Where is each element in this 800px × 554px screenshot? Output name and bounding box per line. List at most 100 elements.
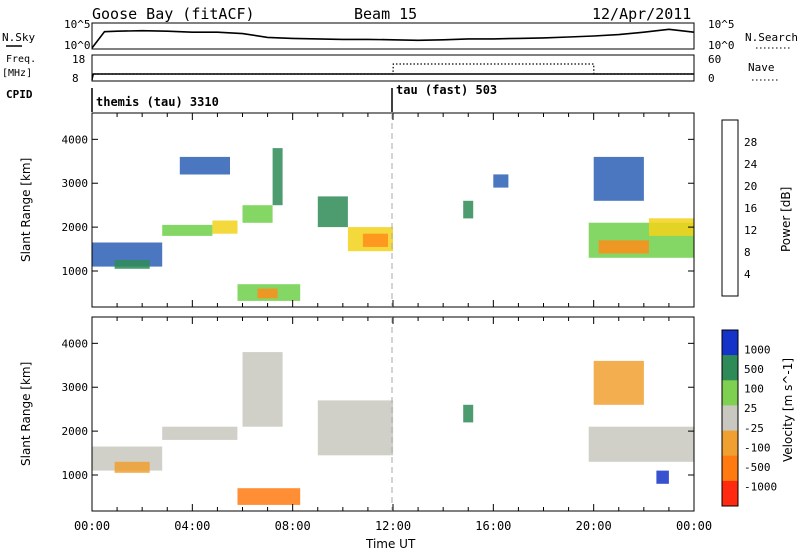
vel-cells-region-1 — [114, 461, 150, 473]
time-tick-label-2: 08:00 — [275, 519, 311, 533]
power-yticks-label-3: 4000 — [62, 133, 89, 146]
power-range-axis-title: Slant Range [km] — [19, 158, 33, 262]
vel-cells-region-8 — [593, 360, 644, 405]
power-cells-region-17 — [593, 156, 644, 201]
time-tick-label-1: 04:00 — [174, 519, 210, 533]
vel-cells-region-7 — [588, 426, 694, 462]
velocity-colorbar-title: Velocity [m s^-1] — [781, 358, 795, 462]
vel-cb-label-3: 25 — [744, 402, 757, 415]
power-cb-ticks-label-2: 12 — [744, 224, 757, 237]
vel-cb-swatch-0 — [722, 330, 738, 356]
time-axis-title: Time UT — [365, 537, 416, 551]
power-cells-region-4 — [242, 205, 273, 223]
power-range-ticks: 1000 2000 3000 4000 — [62, 133, 694, 278]
power-cb-ticks-label-3: 16 — [744, 202, 757, 215]
program-label-2: tau (fast) 503 — [396, 83, 497, 97]
power-cells-region-15 — [598, 240, 649, 254]
power-colorbar: 4 8 12 16 20 24 28 Power [dB] — [721, 119, 793, 297]
power-cb-ticks-label-0: 4 — [744, 268, 751, 281]
power-cb-ticks-label-6: 28 — [744, 136, 757, 149]
vel-yticks-label-2: 3000 — [62, 381, 89, 394]
velocity-colorbar-swatches — [722, 330, 738, 507]
power-time-ticks — [91, 113, 695, 307]
nsearch-tick-top: 10^5 — [708, 18, 735, 31]
freq-tick-bottom: 8 — [72, 72, 79, 85]
nsky-tick-top: 10^5 — [64, 18, 91, 31]
velocity-panel: 1000 2000 3000 4000 Slant Range [km] — [19, 316, 695, 512]
power-cells-region-12 — [463, 200, 474, 219]
vel-cb-label-5: -100 — [744, 441, 771, 454]
vel-cb-swatch-5 — [722, 455, 738, 482]
vel-cb-label-2: 100 — [744, 383, 764, 396]
vel-cb-swatch-3 — [722, 405, 738, 431]
power-cells-region-5 — [272, 148, 283, 206]
power-cells-region-13 — [493, 174, 509, 188]
freq-label: Freq. — [6, 54, 36, 65]
time-tick-label-5: 20:00 — [576, 519, 612, 533]
nave-tick-bottom: 0 — [708, 72, 715, 85]
vel-cells-region-5 — [317, 400, 394, 456]
time-tick-label-0: 00:00 — [74, 519, 110, 533]
velocity-time-ticks — [91, 317, 695, 511]
power-yticks-label-1: 2000 — [62, 221, 89, 234]
time-tick-label-6: 00:00 — [676, 519, 712, 533]
power-cb-ticks-label-4: 20 — [744, 180, 757, 193]
vel-cb-label-1: 500 — [744, 363, 764, 376]
vel-cb-swatch-1 — [722, 355, 738, 381]
nsky-tick-bottom: 10^0 — [64, 39, 91, 52]
nsky-label: N.Sky — [2, 31, 35, 44]
cpid-label: CPID — [6, 88, 33, 101]
power-cells-region-6 — [179, 156, 230, 175]
time-tick-label-3: 12:00 — [375, 519, 411, 533]
vel-cb-swatch-6 — [722, 480, 738, 507]
program-label-1: themis (tau) 3310 — [96, 95, 219, 109]
power-cb-ticks-label-1: 8 — [744, 246, 751, 259]
nsearch-tick-bottom: 10^0 — [708, 39, 735, 52]
nave-series-line — [91, 63, 694, 81]
power-heatmap — [92, 148, 694, 301]
vel-cells-region-3 — [242, 352, 283, 427]
nave-tick-top: 60 — [708, 53, 721, 66]
vel-yticks-label-0: 1000 — [62, 469, 89, 482]
power-cells-region-16 — [648, 218, 694, 236]
freq-series-line — [91, 73, 694, 81]
velocity-heatmap — [92, 352, 694, 505]
vel-cb-label-6: -500 — [744, 461, 771, 474]
power-cb-ticks-label-5: 24 — [744, 158, 758, 171]
vel-cb-label-4: -25 — [744, 422, 764, 435]
vel-cb-label-7: -1000 — [744, 480, 777, 493]
vel-cells-region-4 — [237, 488, 301, 505]
power-cells-region-3 — [212, 220, 238, 234]
power-panel: 1000 2000 3000 4000 Slant Range [km] — [19, 112, 695, 308]
velocity-colorbar: 1000 500 100 25 -25 -100 -500 -1000 Velocity [m… — [721, 329, 795, 507]
vel-cells-region-2 — [162, 426, 238, 440]
power-cells-region-1 — [114, 260, 150, 269]
vel-cb-swatch-4 — [722, 430, 738, 457]
power-colorbar-ticks: 4 8 12 16 20 24 28 — [744, 136, 758, 281]
nsky-strip: N.Sky 10^5 10^0 10^5 10^0 N.Search — [2, 18, 798, 52]
date-title: 12/Apr/2011 — [592, 5, 691, 23]
cpid-strip: CPID themis (tau) 3310 tau (fast) 503 — [6, 83, 497, 112]
vel-cells-region-6 — [463, 404, 474, 423]
vel-yticks-label-3: 4000 — [62, 337, 89, 350]
power-colorbar-title: Power [dB] — [779, 187, 793, 252]
nave-label: Nave — [748, 61, 775, 74]
power-cells-region-9 — [317, 196, 348, 228]
beam-title: Beam 15 — [354, 5, 417, 23]
velocity-range-axis-title: Slant Range [km] — [19, 362, 33, 466]
freq-unit: [MHz] — [2, 68, 32, 79]
time-axis-labels: 00:00 04:00 08:00 12:00 16:00 20:00 00:00 — [74, 519, 712, 533]
nsearch-label: N.Search — [745, 31, 798, 44]
power-cells-region-2 — [162, 224, 213, 236]
power-yticks-label-0: 1000 — [62, 265, 89, 278]
time-tick-label-4: 16:00 — [475, 519, 511, 533]
vel-cb-swatch-2 — [722, 380, 738, 406]
station-title: Goose Bay (fitACF) — [92, 5, 255, 23]
freq-tick-top: 18 — [72, 53, 85, 66]
velocity-colorbar-ticks: 1000 500 100 25 -25 -100 -500 -1000 — [744, 344, 777, 494]
nsky-series-line — [91, 28, 695, 49]
vel-cells-region-9 — [656, 470, 669, 484]
velocity-range-ticks: 1000 2000 3000 4000 — [62, 337, 694, 482]
vel-cb-label-0: 1000 — [744, 344, 771, 357]
power-yticks-label-2: 3000 — [62, 177, 89, 190]
